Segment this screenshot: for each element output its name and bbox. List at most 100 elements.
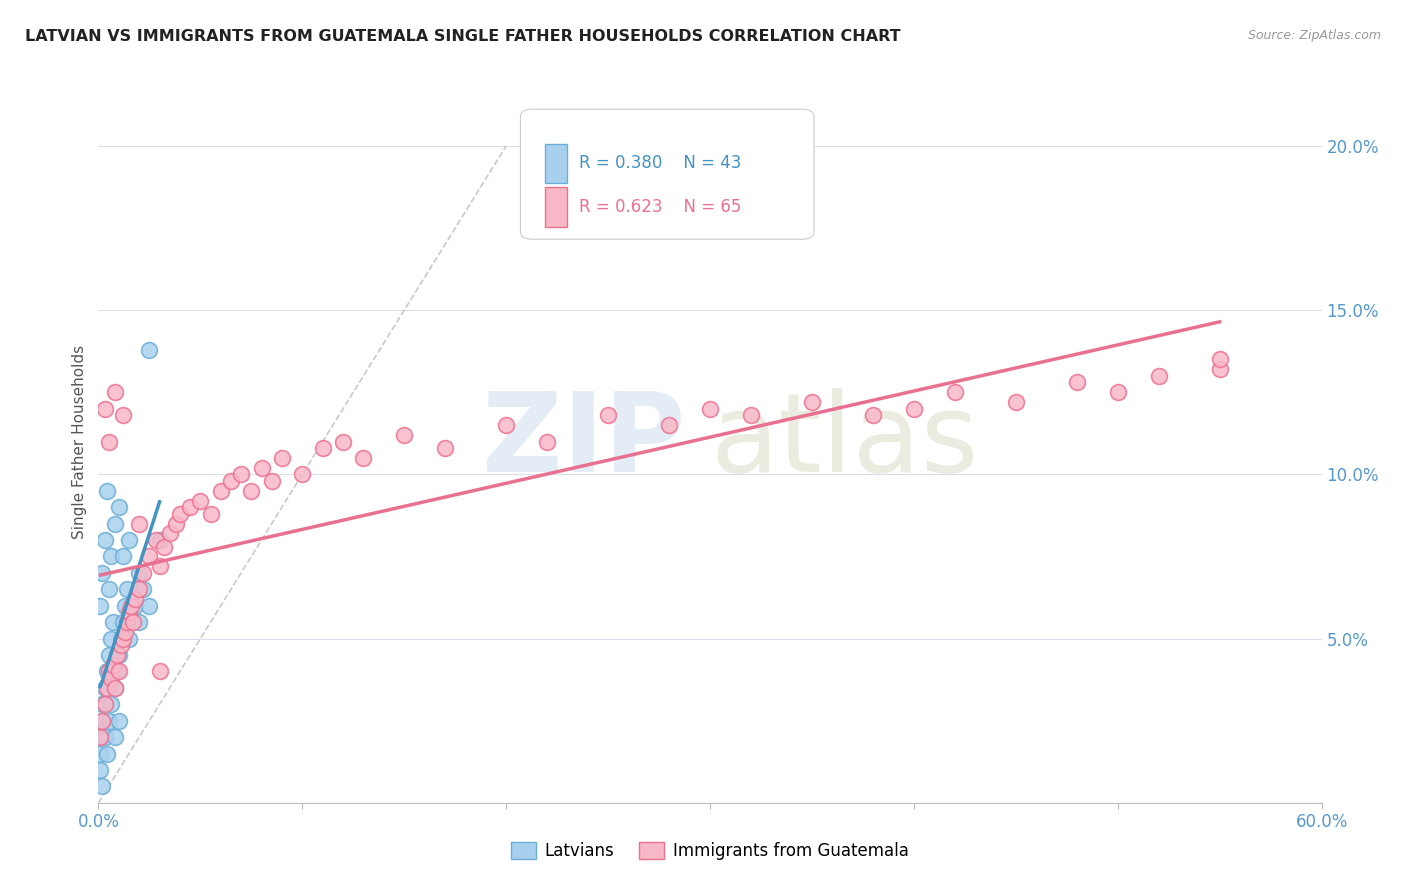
- Point: [231, 467, 253, 482]
- Point: [250, 460, 273, 475]
- Point: [97, 434, 120, 449]
- Point: [91, 698, 114, 712]
- Point: [91, 566, 114, 580]
- Point: [740, 409, 762, 423]
- Point: [100, 698, 122, 712]
- Point: [108, 714, 131, 728]
- Point: [89, 747, 111, 761]
- Point: [93, 401, 115, 416]
- Point: [903, 401, 925, 416]
- Point: [96, 665, 118, 679]
- Point: [392, 428, 416, 442]
- Point: [128, 582, 150, 597]
- Text: ZIP: ZIP: [482, 388, 686, 495]
- Point: [93, 533, 115, 547]
- Point: [1066, 376, 1088, 390]
- Point: [108, 665, 131, 679]
- Point: [104, 516, 127, 531]
- Point: [291, 467, 314, 482]
- Point: [96, 483, 118, 498]
- Point: [104, 730, 127, 744]
- Point: [93, 698, 115, 712]
- Point: [111, 632, 134, 646]
- Point: [100, 549, 122, 564]
- Point: [434, 441, 457, 455]
- Point: [188, 493, 212, 508]
- Point: [1004, 395, 1026, 409]
- Point: [128, 516, 150, 531]
- Point: [120, 615, 142, 630]
- Point: [108, 500, 131, 515]
- Point: [699, 401, 721, 416]
- Point: [312, 441, 335, 455]
- Point: [118, 632, 141, 646]
- Point: [658, 418, 681, 433]
- Point: [124, 592, 146, 607]
- Point: [862, 409, 884, 423]
- Point: [110, 638, 132, 652]
- Text: atlas: atlas: [710, 388, 979, 495]
- Point: [97, 665, 120, 679]
- Point: [1209, 362, 1232, 376]
- Point: [105, 648, 128, 662]
- Point: [101, 657, 124, 672]
- Point: [149, 559, 172, 574]
- Point: [114, 599, 136, 613]
- Point: [104, 681, 127, 695]
- Point: [111, 615, 134, 630]
- Point: [100, 671, 122, 685]
- Point: [124, 599, 146, 613]
- Point: [97, 714, 120, 728]
- Point: [89, 763, 111, 777]
- Point: [111, 549, 134, 564]
- Point: [536, 434, 558, 449]
- Point: [101, 615, 124, 630]
- Point: [111, 409, 134, 423]
- Point: [110, 632, 132, 646]
- Point: [97, 582, 120, 597]
- Point: [100, 632, 122, 646]
- Point: [332, 434, 354, 449]
- Text: LATVIAN VS IMMIGRANTS FROM GUATEMALA SINGLE FATHER HOUSEHOLDS CORRELATION CHART: LATVIAN VS IMMIGRANTS FROM GUATEMALA SIN…: [25, 29, 901, 44]
- Text: Source: ZipAtlas.com: Source: ZipAtlas.com: [1247, 29, 1381, 42]
- Y-axis label: Single Father Households: Single Father Households: [72, 344, 87, 539]
- Point: [159, 526, 181, 541]
- Point: [118, 605, 141, 619]
- Point: [91, 714, 114, 728]
- Point: [105, 665, 128, 679]
- Point: [128, 566, 150, 580]
- Point: [91, 714, 114, 728]
- Point: [132, 566, 155, 580]
- Point: [138, 549, 160, 564]
- Point: [209, 483, 232, 498]
- Point: [270, 450, 294, 465]
- FancyBboxPatch shape: [546, 186, 567, 227]
- Point: [149, 533, 172, 547]
- Point: [89, 730, 111, 744]
- Point: [260, 474, 283, 488]
- Point: [598, 409, 620, 423]
- Point: [352, 450, 374, 465]
- Point: [801, 395, 824, 409]
- Point: [104, 385, 127, 400]
- Point: [1147, 368, 1170, 383]
- Point: [89, 730, 111, 744]
- Text: R = 0.623    N = 65: R = 0.623 N = 65: [579, 198, 741, 216]
- Point: [179, 500, 201, 515]
- Point: [114, 625, 136, 640]
- FancyBboxPatch shape: [520, 109, 814, 239]
- Text: R = 0.380    N = 43: R = 0.380 N = 43: [579, 154, 741, 172]
- Point: [96, 747, 118, 761]
- Point: [93, 730, 115, 744]
- Point: [120, 599, 142, 613]
- Point: [1209, 352, 1232, 367]
- Point: [1107, 385, 1129, 400]
- Point: [200, 507, 222, 521]
- Point: [96, 681, 118, 695]
- Point: [115, 582, 138, 597]
- Point: [240, 483, 263, 498]
- Point: [118, 533, 141, 547]
- Legend: Latvians, Immigrants from Guatemala: Latvians, Immigrants from Guatemala: [505, 835, 915, 867]
- FancyBboxPatch shape: [546, 144, 567, 183]
- Point: [145, 533, 167, 547]
